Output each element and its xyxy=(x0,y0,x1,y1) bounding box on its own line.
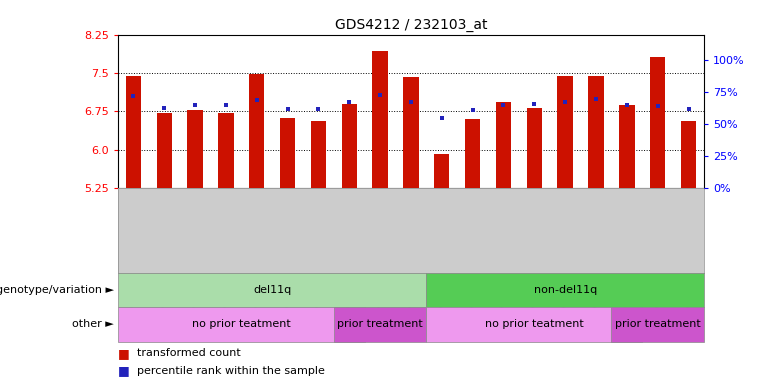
Bar xyxy=(557,76,573,188)
Bar xyxy=(681,121,696,188)
Bar xyxy=(126,76,141,188)
Bar xyxy=(434,154,450,188)
Text: del11q: del11q xyxy=(253,285,291,295)
Bar xyxy=(187,110,202,188)
Bar xyxy=(650,56,665,188)
Bar xyxy=(611,307,704,342)
Bar xyxy=(619,105,635,188)
Bar xyxy=(157,113,172,188)
Text: other ►: other ► xyxy=(72,319,114,329)
Text: percentile rank within the sample: percentile rank within the sample xyxy=(137,366,325,376)
Bar xyxy=(426,307,642,342)
Bar xyxy=(495,102,511,188)
Text: ■: ■ xyxy=(118,364,129,377)
Text: ■: ■ xyxy=(118,347,129,360)
Bar xyxy=(280,118,295,188)
Bar xyxy=(372,51,388,188)
Text: non-del11q: non-del11q xyxy=(533,285,597,295)
Bar xyxy=(310,121,326,188)
Text: genotype/variation ►: genotype/variation ► xyxy=(0,285,114,295)
Bar xyxy=(342,104,357,188)
Bar xyxy=(426,273,704,307)
Bar xyxy=(249,74,265,188)
Bar xyxy=(118,273,426,307)
Bar xyxy=(334,307,426,342)
Bar xyxy=(465,119,480,188)
Bar xyxy=(118,307,365,342)
Text: no prior teatment: no prior teatment xyxy=(192,319,291,329)
Bar xyxy=(218,113,234,188)
Text: prior treatment: prior treatment xyxy=(337,319,423,329)
Text: transformed count: transformed count xyxy=(137,348,240,358)
Bar xyxy=(588,76,603,188)
Text: no prior teatment: no prior teatment xyxy=(485,319,584,329)
Text: prior treatment: prior treatment xyxy=(615,319,701,329)
Bar xyxy=(403,76,419,188)
Title: GDS4212 / 232103_at: GDS4212 / 232103_at xyxy=(335,18,487,32)
Bar xyxy=(527,108,542,188)
